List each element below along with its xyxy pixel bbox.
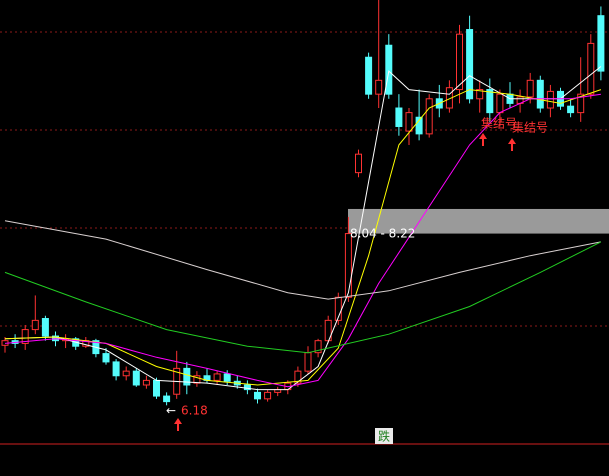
ma-line xyxy=(4,66,602,391)
plot xyxy=(1,0,609,406)
ma-line xyxy=(4,220,601,300)
candle-body xyxy=(41,318,49,337)
candle-body xyxy=(122,370,130,377)
low-label: 6.18 xyxy=(181,404,208,418)
candle-body xyxy=(183,367,191,386)
candle-body xyxy=(254,391,261,400)
candle-body xyxy=(486,89,494,114)
candle-body xyxy=(304,352,312,372)
candle-body xyxy=(163,395,171,403)
signal-label: 集结号 xyxy=(481,116,517,131)
footer-label: 跌 xyxy=(378,429,390,444)
candle-body xyxy=(264,391,272,400)
low-pointer: ← xyxy=(166,404,176,418)
candle-body xyxy=(294,370,302,384)
grid xyxy=(0,31,609,327)
candle-body xyxy=(21,329,29,344)
candle-body xyxy=(395,107,403,127)
range-band xyxy=(348,208,609,234)
ma-line xyxy=(4,93,601,388)
candle-body xyxy=(476,89,484,100)
candle-body xyxy=(314,340,322,354)
candle-body xyxy=(415,116,423,135)
range-label: 8.04 - 8.22 xyxy=(350,227,415,241)
candle-body xyxy=(344,233,352,298)
candle-body xyxy=(193,375,201,384)
candle-body xyxy=(375,79,383,95)
candle-body xyxy=(112,361,120,377)
candle-body xyxy=(223,373,231,382)
arrow xyxy=(508,138,516,151)
candle-body xyxy=(132,370,140,386)
candle-body xyxy=(355,153,362,174)
candle-body xyxy=(587,42,595,95)
candle-body xyxy=(456,33,463,91)
candle-body xyxy=(213,373,221,381)
candle-body xyxy=(142,379,150,386)
candle-body xyxy=(466,29,474,100)
signal-label: 集结号 xyxy=(512,120,548,135)
candle-body xyxy=(597,15,605,72)
candle-body xyxy=(153,379,160,397)
candle-body xyxy=(577,93,585,114)
ma-line xyxy=(4,89,602,386)
candle-body xyxy=(243,384,251,391)
arrow xyxy=(174,418,182,431)
candle-body xyxy=(546,90,554,109)
candle-body xyxy=(31,319,39,331)
candle-body xyxy=(102,353,110,363)
candle-body xyxy=(385,44,393,95)
candle-body xyxy=(496,93,504,114)
candle-body xyxy=(536,79,544,109)
footer-box xyxy=(375,428,393,444)
arrow xyxy=(479,133,487,146)
ma-line xyxy=(4,241,602,354)
candle-body xyxy=(567,105,575,114)
candle-body xyxy=(365,56,373,95)
candle-body xyxy=(405,112,413,132)
candle-body xyxy=(425,98,433,135)
candle-body xyxy=(526,79,534,98)
